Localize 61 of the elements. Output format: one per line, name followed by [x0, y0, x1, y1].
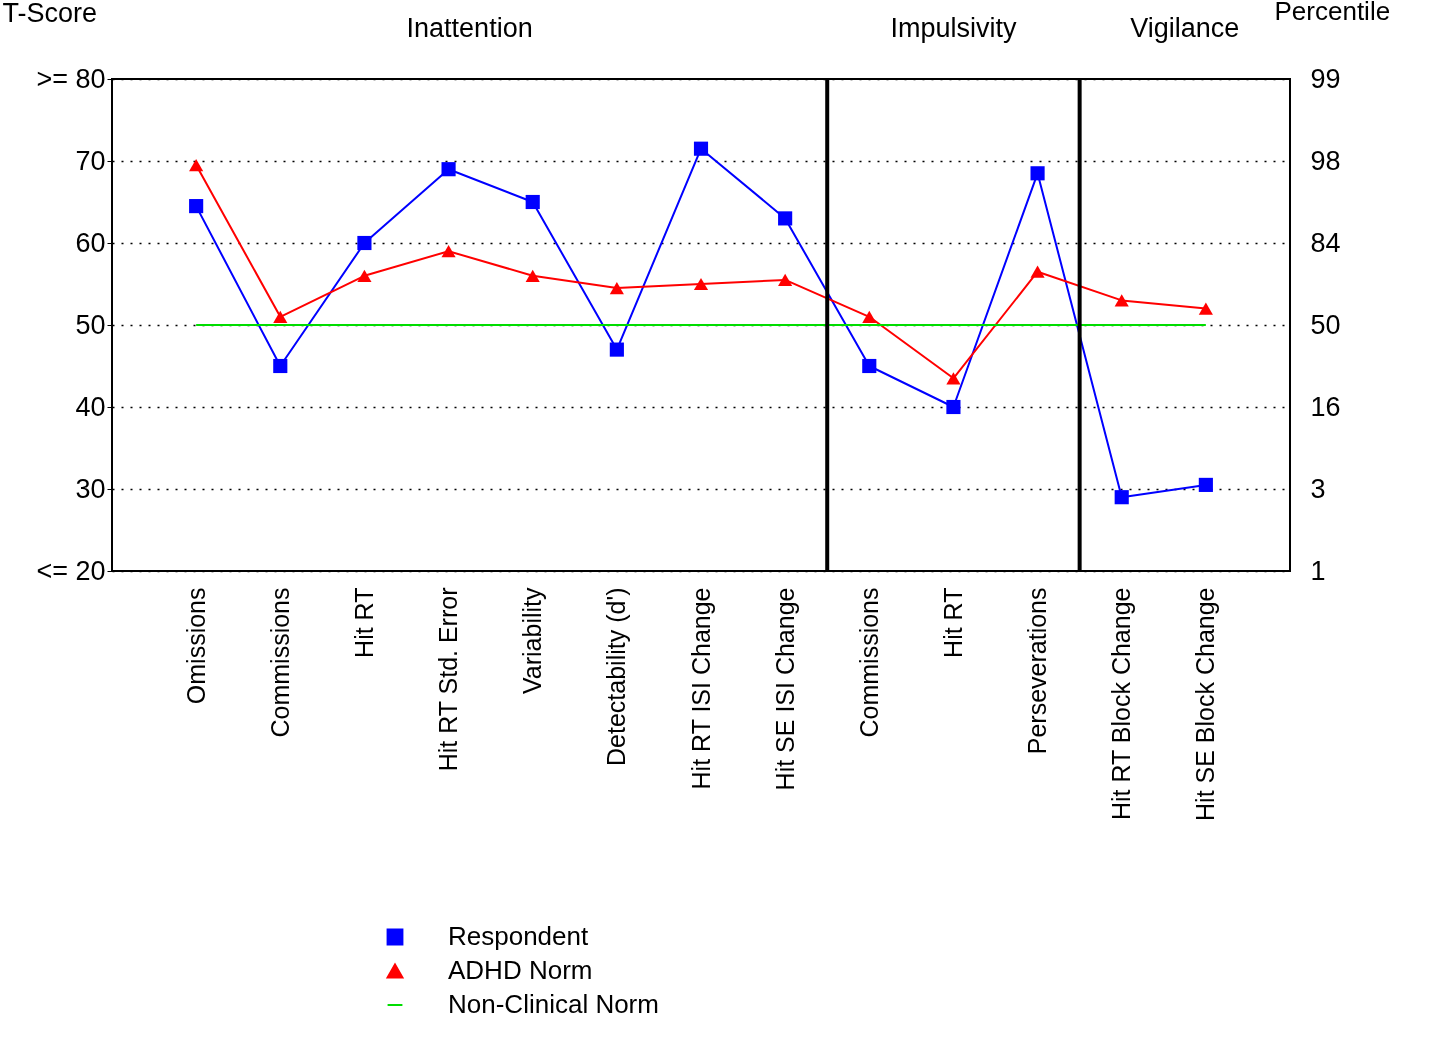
point — [862, 310, 877, 323]
point — [1114, 294, 1129, 307]
point — [946, 399, 961, 415]
x-tick-label: Commissions — [854, 587, 883, 738]
point — [441, 245, 456, 258]
point — [1030, 166, 1045, 181]
point — [778, 211, 793, 226]
point — [273, 310, 288, 323]
x-tick-label: Hit RT — [349, 587, 378, 658]
y-tick-label: 50 — [75, 309, 106, 340]
x-tick-label: Detectability (d') — [602, 587, 631, 766]
y-axis-title: T-Score — [2, 0, 98, 28]
point — [441, 162, 456, 177]
point — [189, 158, 204, 172]
y2-axis-title: Percentile — [1274, 0, 1391, 26]
point — [609, 342, 624, 357]
point — [525, 194, 540, 210]
point — [1198, 477, 1213, 492]
category-label: 3 — [1310, 473, 1326, 504]
category-label: 1 — [1310, 555, 1326, 586]
y-tick-label: 30 — [75, 473, 106, 504]
x-tick-label: Variability — [518, 587, 547, 695]
x-tick-label: Hit RT — [938, 587, 967, 658]
category-label: 84 — [1310, 227, 1341, 258]
point — [693, 277, 709, 291]
point — [273, 358, 288, 374]
text: Inattention — [406, 13, 533, 43]
legend-label: ADHD Norm — [448, 955, 593, 985]
point — [609, 281, 624, 295]
y-tick-label: 60 — [75, 227, 106, 258]
point — [525, 269, 540, 282]
point — [189, 199, 204, 214]
x-tick-label: Hit RT Block Change — [1107, 587, 1136, 821]
legend-label: Respondent — [448, 921, 589, 951]
point — [357, 269, 372, 282]
point — [946, 372, 961, 385]
point — [1114, 490, 1129, 505]
category-label: 99 — [1310, 63, 1341, 94]
category-label: 50 — [1310, 309, 1341, 340]
y-tick-label: 70 — [75, 145, 106, 176]
point — [1198, 302, 1213, 315]
point — [357, 235, 372, 251]
text: Impulsivity — [890, 13, 1017, 43]
y-tick-label: 40 — [75, 391, 106, 422]
legend-label: Non-Clinical Norm — [448, 989, 659, 1019]
point — [1030, 265, 1045, 278]
x-tick-label: Omissions — [181, 587, 210, 705]
point — [862, 358, 877, 374]
category-label: 16 — [1310, 391, 1341, 422]
text: Vigilance — [1130, 13, 1240, 43]
x-tick-label: Hit SE Block Change — [1191, 587, 1220, 821]
x-tick-label: Hit RT Std. Error — [434, 587, 463, 772]
y-tick-label: >= 80 — [36, 63, 106, 94]
category-label: 98 — [1310, 145, 1341, 176]
x-tick-label: Hit RT ISI Change — [686, 587, 715, 790]
point — [693, 141, 709, 156]
x-tick-label: Commissions — [265, 587, 294, 738]
point — [778, 273, 793, 287]
x-tick-label: Perseverations — [1023, 587, 1052, 755]
y-tick-label: <= 20 — [36, 555, 106, 586]
x-tick-label: Hit SE ISI Change — [770, 587, 799, 791]
